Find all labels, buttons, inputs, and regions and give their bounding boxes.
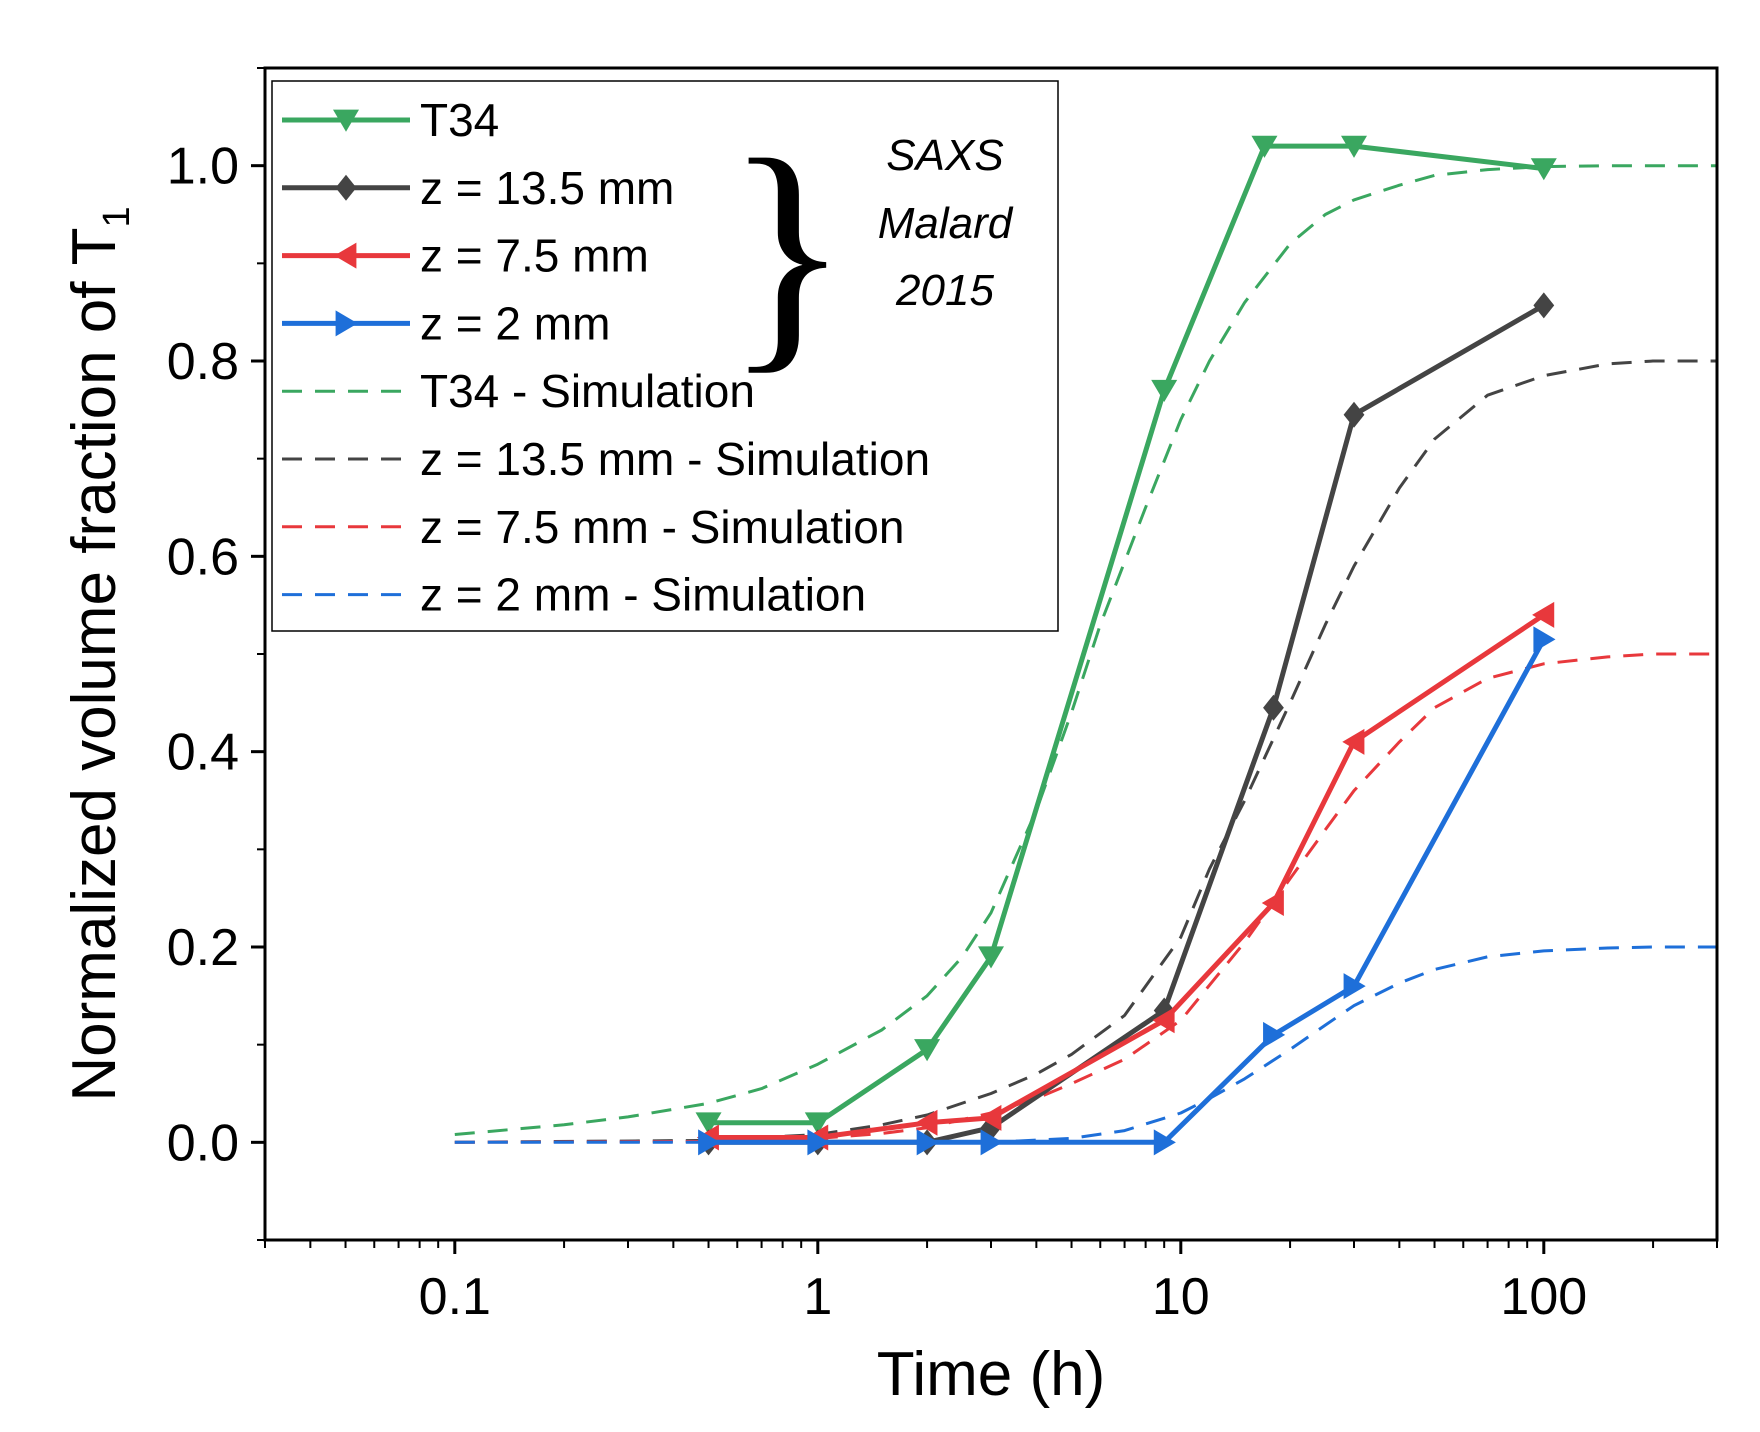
- data-point-t34: [1151, 379, 1178, 402]
- y-tick-label: 0.2: [167, 919, 239, 977]
- legend: T34 z = 13.5 mm z = 7.5 mm z = 2 mm T34 - Si…: [271, 80, 1059, 632]
- tick-layer: 0.1 1 10 100 0.0 0.2 0.4 0.6 0.8 1.0: [167, 67, 1718, 1326]
- data-point-z75: [1152, 1007, 1175, 1034]
- data-point-t34: [1530, 158, 1557, 181]
- series-line-t34sim: [454, 164, 1717, 1136]
- data-point-z135: [1533, 292, 1555, 319]
- series-line-z2: [708, 638, 1546, 1145]
- data-point-t34: [978, 946, 1004, 969]
- annotation-brace: }: [725, 107, 850, 395]
- legend-label-z135: z = 13.5 mm: [420, 162, 674, 214]
- legend-marker-z75: [334, 242, 357, 269]
- legend-marker-t34: [333, 109, 359, 132]
- x-axis-title: Time (h): [877, 1340, 1105, 1409]
- legend-entries: T34 z = 13.5 mm z = 7.5 mm z = 2 mm T34 - Si…: [282, 94, 930, 621]
- data-point-t34: [695, 1112, 722, 1135]
- data-point-z2: [1153, 1129, 1176, 1156]
- data-point-t34: [1251, 135, 1278, 158]
- x-tick-label: 1: [803, 1268, 832, 1326]
- y-axis-title: Normalized volume fraction of T1: [60, 206, 138, 1101]
- y-tick-label: 0.0: [167, 1114, 239, 1172]
- data-point-z2: [1263, 1021, 1286, 1048]
- data-point-z135: [1263, 694, 1284, 721]
- data-point-z75: [1261, 890, 1284, 917]
- annotation-line-3: 2015: [895, 266, 994, 315]
- annotation-line-2: Malard: [878, 199, 1014, 248]
- data-point-z75: [979, 1104, 1002, 1131]
- y-axis-title-main: Normalized volume fraction of T: [60, 228, 129, 1102]
- legend-box: [271, 80, 1059, 632]
- legend-label-z2sim: z = 2 mm - Simulation: [420, 569, 866, 621]
- series-line-t34: [708, 143, 1545, 1126]
- legend-marker-z135: [335, 174, 357, 201]
- x-tick-label: 0.1: [419, 1268, 491, 1326]
- y-tick-label: 0.4: [167, 724, 239, 782]
- data-point-z135: [1343, 401, 1365, 428]
- data-point-t34: [804, 1112, 831, 1135]
- data-point-t34: [914, 1039, 941, 1062]
- legend-label-z75: z = 7.5 mm: [420, 230, 649, 282]
- data-point-z75: [1532, 601, 1555, 628]
- legend-label-z75sim: z = 7.5 mm - Simulation: [420, 501, 904, 553]
- y-tick-label: 0.8: [167, 333, 239, 391]
- y-tick-label: 1.0: [167, 138, 239, 196]
- data-point-t34: [1341, 135, 1367, 158]
- legend-label-z135sim: z = 13.5 mm - Simulation: [420, 433, 930, 485]
- legend-label-z2: z = 2 mm: [420, 297, 610, 349]
- data-point-z2: [807, 1129, 830, 1156]
- legend-label-t34: T34: [420, 94, 499, 146]
- data-point-z2: [698, 1129, 721, 1156]
- data-point-z2: [1343, 973, 1366, 1000]
- data-point-z2: [980, 1129, 1003, 1156]
- legend-label-t34sim: T34 - Simulation: [420, 365, 755, 417]
- series-line-z2sim: [454, 945, 1717, 1144]
- x-tick-label: 100: [1500, 1268, 1587, 1326]
- data-point-z75: [1342, 728, 1365, 755]
- series-line-z75sim: [454, 652, 1717, 1144]
- y-tick-label: 0.6: [167, 528, 239, 586]
- legend-marker-z2: [335, 310, 358, 337]
- data-point-z2: [916, 1129, 939, 1156]
- annotation-line-1: SAXS: [886, 131, 1003, 180]
- series-layer: [454, 135, 1717, 1156]
- y-axis-title-subscript: 1: [96, 206, 138, 227]
- x-tick-label: 10: [1152, 1268, 1210, 1326]
- data-point-z75: [915, 1109, 938, 1136]
- data-point-z2: [1533, 626, 1556, 653]
- series-line-z75: [708, 612, 1546, 1140]
